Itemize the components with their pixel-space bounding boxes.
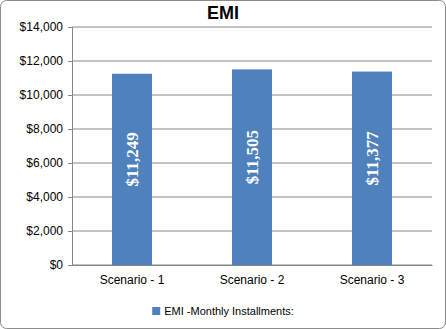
y-tick-mark bbox=[68, 61, 72, 62]
y-tick: $10,000 bbox=[20, 88, 72, 102]
legend: EMI -Monthly Installments: bbox=[152, 305, 294, 317]
x-tick-label: Scenario - 1 bbox=[100, 273, 165, 287]
y-tick: $8,000 bbox=[26, 122, 72, 136]
y-axis: $0 $2,000 $4,000 $6,000 $8,000 $10,000 $12,000… bbox=[20, 20, 73, 272]
chart: $0 $2,000 $4,000 $6,000 $8,000 $10,000 $12,000… bbox=[0, 0, 446, 329]
y-axis-line bbox=[68, 28, 73, 266]
y-tick-label: $6,000 bbox=[26, 156, 63, 170]
y-tick-mark bbox=[68, 197, 72, 198]
y-tick: $4,000 bbox=[26, 190, 72, 204]
x-tick: Scenario - 3 bbox=[340, 273, 405, 287]
grid bbox=[72, 27, 432, 265]
x-axis-line bbox=[73, 265, 433, 266]
plot: $0 $2,000 $4,000 $6,000 $8,000 $10,000 $12,000… bbox=[20, 20, 433, 286]
data-labels: $11,249 $11,505 $11,377 bbox=[123, 130, 382, 186]
x-axis: Scenario - 1 Scenario - 2 Scenario - 3 bbox=[73, 266, 433, 287]
y-tick: $12,000 bbox=[20, 54, 72, 68]
y-tick-label: $10,000 bbox=[20, 88, 64, 102]
grid-line bbox=[72, 61, 432, 62]
y-tick-mark bbox=[68, 95, 72, 96]
y-tick: $6,000 bbox=[26, 156, 72, 170]
y-tick: $0 bbox=[50, 258, 72, 272]
x-tick-label: Scenario - 3 bbox=[340, 273, 405, 287]
title: EMI bbox=[207, 3, 239, 23]
y-tick-mark bbox=[68, 163, 72, 164]
y-tick-mark bbox=[68, 129, 72, 130]
x-tick-label: Scenario - 2 bbox=[220, 273, 285, 287]
y-tick-mark bbox=[68, 265, 72, 266]
bar bbox=[112, 74, 152, 265]
legend-label: EMI -Monthly Installments: bbox=[164, 305, 294, 317]
y-tick-label: $14,000 bbox=[20, 20, 64, 34]
y-tick-label: $0 bbox=[50, 258, 64, 272]
y-tick-label: $2,000 bbox=[26, 224, 63, 238]
legend-swatch bbox=[152, 307, 160, 315]
bars bbox=[112, 69, 392, 265]
bar bbox=[352, 72, 392, 265]
grid-line bbox=[72, 27, 432, 28]
x-tick: Scenario - 1 bbox=[100, 273, 165, 287]
y-tick: $14,000 bbox=[20, 20, 72, 34]
y-tick: $2,000 bbox=[26, 224, 72, 238]
y-tick-mark bbox=[68, 27, 72, 28]
y-tick-mark bbox=[68, 231, 72, 232]
y-tick-label: $12,000 bbox=[20, 54, 64, 68]
data-label: $11,505 bbox=[243, 130, 262, 184]
data-label: $11,377 bbox=[363, 131, 382, 186]
data-label: $11,249 bbox=[123, 132, 142, 186]
bar bbox=[232, 69, 272, 265]
chart-border bbox=[1, 1, 446, 329]
x-tick: Scenario - 2 bbox=[220, 273, 285, 287]
y-tick-label: $8,000 bbox=[26, 122, 63, 136]
y-tick-label: $4,000 bbox=[26, 190, 63, 204]
